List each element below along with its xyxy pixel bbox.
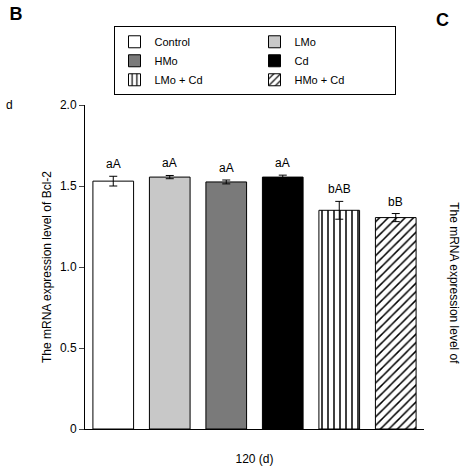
svg-text:The mRNA expression level of: The mRNA expression level of bbox=[447, 202, 461, 364]
svg-text:B: B bbox=[9, 4, 22, 24]
svg-text:aA: aA bbox=[162, 156, 177, 170]
svg-text:1.5: 1.5 bbox=[60, 179, 77, 193]
svg-text:HMo: HMo bbox=[155, 55, 178, 67]
svg-text:0.5: 0.5 bbox=[60, 341, 77, 355]
svg-text:The mRNA expression level of B: The mRNA expression level of Bcl-2 bbox=[40, 171, 54, 363]
svg-text:Cd: Cd bbox=[295, 55, 309, 67]
svg-text:Control: Control bbox=[155, 36, 190, 48]
svg-text:aA: aA bbox=[219, 161, 234, 175]
svg-text:2.0: 2.0 bbox=[60, 98, 77, 112]
svg-text:0: 0 bbox=[70, 422, 77, 436]
svg-text:C: C bbox=[436, 10, 449, 30]
svg-text:bB: bB bbox=[388, 195, 403, 209]
svg-text:120 (d): 120 (d) bbox=[235, 452, 273, 466]
svg-text:LMo + Cd: LMo + Cd bbox=[155, 74, 203, 86]
svg-text:aA: aA bbox=[275, 156, 290, 170]
svg-text:1.0: 1.0 bbox=[60, 260, 77, 274]
svg-text:LMo: LMo bbox=[295, 36, 316, 48]
svg-text:d: d bbox=[6, 98, 13, 112]
svg-text:bAB: bAB bbox=[328, 182, 351, 196]
svg-text:HMo + Cd: HMo + Cd bbox=[295, 74, 345, 86]
svg-text:aA: aA bbox=[106, 157, 121, 171]
